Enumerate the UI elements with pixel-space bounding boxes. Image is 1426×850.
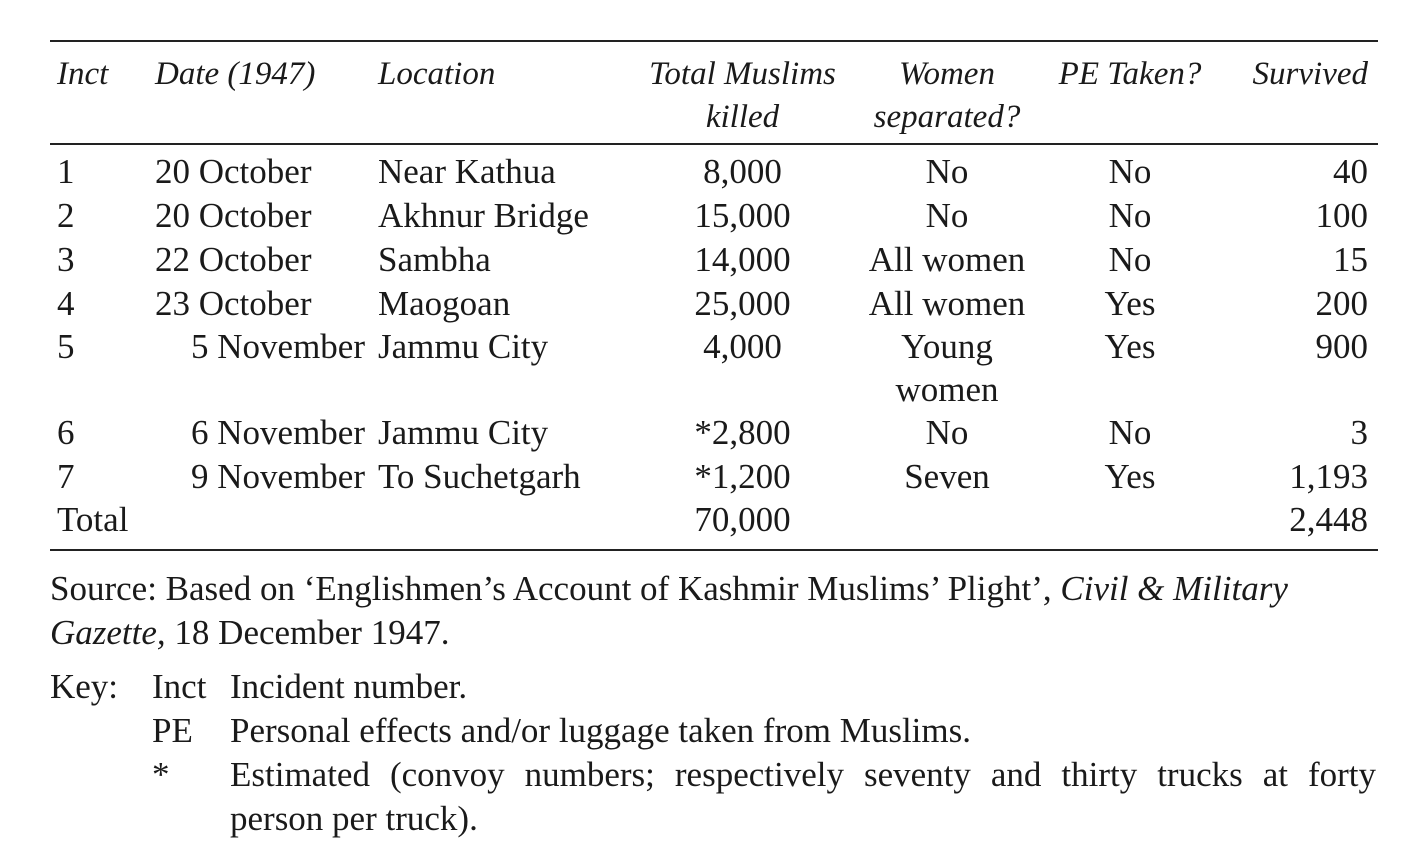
key-text-inct: Incident number. [230, 667, 468, 706]
row-3-inct: 3 [57, 240, 75, 279]
row-2-date: 20 October [155, 196, 312, 235]
row-6-date: 6 November [191, 413, 365, 452]
row-3-pe: No [1108, 240, 1152, 279]
row-7-women: Seven [904, 457, 990, 496]
row-6-location: Jammu City [378, 413, 549, 452]
key-abbr-inct: Inct [152, 667, 207, 706]
row-7-date: 9 November [191, 457, 365, 496]
key-text-asterisk-line1: Estimated (convoy numbers; respectively … [230, 755, 1376, 794]
header-survived: Survived [1252, 56, 1368, 92]
header-date: Date (1947) [155, 56, 316, 92]
key-label: Key: [50, 667, 119, 706]
total-label: Total [57, 500, 129, 539]
row-4-killed: 25,000 [694, 284, 791, 323]
source-publication-line1: Civil & Military [1060, 569, 1288, 608]
row-2-killed: 15,000 [694, 196, 791, 235]
total-survived: 2,448 [1289, 500, 1368, 539]
key-abbr-asterisk: * [152, 755, 170, 794]
row-4-women: All women [868, 284, 1026, 323]
row-2-inct: 2 [57, 196, 75, 235]
row-5-killed: 4,000 [703, 327, 782, 366]
row-1-pe: No [1108, 152, 1152, 191]
row-3-killed: 14,000 [694, 240, 791, 279]
row-6-survived: 3 [1350, 413, 1369, 452]
header-location: Location [378, 56, 496, 92]
header-inct: Inct [57, 56, 109, 92]
row-3-location: Sambha [378, 240, 491, 279]
key-abbr-pe: PE [152, 711, 193, 750]
row-2-survived: 100 [1315, 196, 1369, 235]
row-1-location: Near Kathua [378, 152, 556, 191]
key-text-pe: Personal effects and/or luggage taken fr… [230, 711, 971, 750]
table-header-rule [50, 143, 1378, 145]
source-suffix: 18 December 1947. [165, 613, 450, 652]
row-5-women-line2: women [895, 370, 999, 409]
source-note-line2: Gazette, 18 December 1947. [50, 611, 449, 655]
row-5-pe: Yes [1104, 327, 1156, 366]
row-4-pe: Yes [1104, 284, 1156, 323]
row-6-inct: 6 [57, 413, 75, 452]
row-7-inct: 7 [57, 457, 75, 496]
source-publication-line2: Gazette, [50, 613, 166, 652]
row-5-location: Jammu City [378, 327, 549, 366]
row-3-women: All women [868, 240, 1026, 279]
row-1-inct: 1 [57, 152, 75, 191]
row-3-date: 22 October [155, 240, 312, 279]
row-4-inct: 4 [57, 284, 75, 323]
row-1-survived: 40 [1333, 152, 1368, 191]
row-6-women: No [925, 413, 969, 452]
header-pe: PE Taken? [1058, 56, 1202, 92]
row-3-survived: 15 [1333, 240, 1368, 279]
row-5-women: Young [901, 327, 993, 366]
row-5-inct: 5 [57, 327, 75, 366]
row-2-pe: No [1108, 196, 1152, 235]
row-4-survived: 200 [1315, 284, 1369, 323]
row-2-women: No [925, 196, 969, 235]
row-2-location: Akhnur Bridge [378, 196, 589, 235]
row-4-location: Maogoan [378, 284, 511, 323]
row-4-date: 23 October [155, 284, 312, 323]
header-women-line2: separated? [873, 99, 1021, 135]
source-prefix: Source: Based on ‘Englishmen’s Account o… [50, 569, 1061, 608]
row-7-survived: 1,193 [1289, 457, 1368, 496]
header-killed-line1: Total Muslims [649, 56, 836, 92]
total-killed: 70,000 [694, 500, 791, 539]
row-7-location: To Suchetgarh [378, 457, 581, 496]
key-text-asterisk-line2: person per truck). [230, 799, 478, 838]
row-5-date: 5 November [191, 327, 365, 366]
table-top-rule [50, 40, 1378, 42]
row-6-killed: *2,800 [694, 413, 791, 452]
row-1-date: 20 October [155, 152, 312, 191]
row-7-killed: *1,200 [694, 457, 791, 496]
header-women-line1: Women [899, 56, 995, 92]
row-6-pe: No [1108, 413, 1152, 452]
row-1-killed: 8,000 [703, 152, 782, 191]
table-bottom-rule [50, 549, 1378, 551]
header-killed-line2: killed [705, 99, 780, 135]
row-7-pe: Yes [1104, 457, 1156, 496]
row-5-survived: 900 [1315, 327, 1369, 366]
row-1-women: No [925, 152, 969, 191]
source-note-line1: Source: Based on ‘Englishmen’s Account o… [50, 567, 1288, 611]
